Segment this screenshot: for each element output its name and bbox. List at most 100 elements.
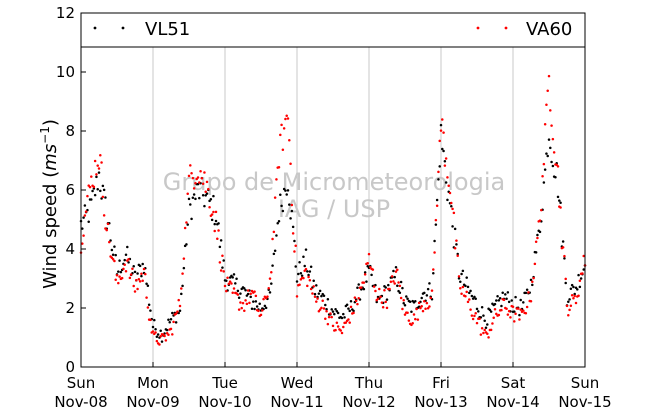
- data-point: [222, 259, 225, 262]
- data-point: [549, 109, 552, 112]
- data-point: [147, 303, 151, 306]
- data-point: [362, 281, 366, 284]
- data-point: [455, 239, 458, 242]
- legend-box: [80, 12, 586, 48]
- data-point: [547, 74, 551, 78]
- data-point: [451, 207, 454, 211]
- data-point: [165, 328, 169, 332]
- data-point: [408, 300, 412, 304]
- data-point: [509, 316, 512, 319]
- data-point: [402, 299, 405, 302]
- data-point: [118, 259, 121, 262]
- data-point: [426, 287, 430, 291]
- data-point: [275, 234, 278, 237]
- data-point: [210, 218, 214, 222]
- data-point: [331, 310, 335, 313]
- data-point: [363, 271, 367, 274]
- data-point: [565, 304, 569, 308]
- data-point: [349, 305, 353, 309]
- data-point: [564, 277, 567, 281]
- data-point: [502, 298, 506, 302]
- data-point: [378, 287, 381, 291]
- data-point: [186, 192, 189, 196]
- data-point: [105, 228, 108, 232]
- data-point: [325, 307, 328, 311]
- data-point: [561, 246, 565, 249]
- data-point: [478, 317, 481, 321]
- data-point: [349, 300, 353, 303]
- data-point: [163, 334, 166, 338]
- data-point: [204, 194, 207, 197]
- data-point: [429, 296, 432, 300]
- data-point: [545, 152, 548, 155]
- data-point: [213, 222, 216, 226]
- data-point: [524, 291, 528, 295]
- data-point: [516, 307, 520, 310]
- data-point: [252, 300, 255, 303]
- data-point: [90, 198, 93, 201]
- data-point: [428, 282, 431, 285]
- legend: VL51 VA60: [80, 12, 586, 48]
- data-point: [554, 176, 557, 179]
- data-point: [312, 285, 315, 288]
- data-point: [309, 287, 313, 291]
- x-tick-date: Nov-08: [54, 393, 107, 409]
- data-point: [315, 284, 318, 287]
- data-point: [194, 181, 197, 185]
- data-point: [425, 301, 429, 305]
- data-point: [500, 304, 503, 308]
- data-point: [567, 300, 570, 304]
- data-point: [471, 317, 475, 321]
- data-point: [446, 176, 449, 179]
- data-point: [200, 177, 204, 180]
- data-point: [437, 170, 440, 174]
- data-point: [569, 287, 573, 290]
- vertical-grid: [152, 13, 514, 367]
- data-point: [387, 283, 390, 287]
- data-point: [547, 138, 551, 141]
- data-point: [151, 325, 155, 329]
- data-point: [123, 258, 126, 262]
- data-point: [577, 294, 580, 297]
- data-point: [556, 165, 560, 168]
- data-point: [191, 196, 195, 199]
- data-point: [320, 306, 323, 310]
- data-point: [160, 340, 164, 343]
- data-point: [114, 253, 117, 257]
- data-point: [483, 328, 486, 332]
- data-point: [324, 317, 327, 321]
- data-point: [154, 331, 157, 334]
- data-point: [371, 268, 375, 271]
- data-point: [318, 289, 322, 293]
- data-point: [433, 239, 436, 243]
- data-point: [312, 279, 315, 282]
- data-point: [529, 300, 533, 303]
- data-point: [430, 289, 434, 292]
- data-point: [577, 273, 580, 277]
- data-point: [268, 291, 272, 294]
- data-point: [311, 292, 314, 295]
- data-point: [108, 240, 111, 244]
- data-point: [380, 301, 384, 304]
- legend-marker-vl51: [93, 26, 97, 30]
- data-point: [549, 146, 552, 150]
- data-point: [191, 176, 195, 180]
- data-point: [254, 300, 258, 303]
- data-point: [141, 262, 144, 266]
- data-point: [457, 277, 461, 280]
- data-point: [551, 137, 555, 141]
- y-tick-label: 2: [65, 299, 75, 317]
- data-point: [330, 315, 333, 319]
- data-point: [231, 291, 234, 294]
- data-point: [401, 307, 404, 311]
- data-point: [393, 282, 396, 285]
- data-point: [124, 253, 128, 257]
- x-tick-date: Nov-15: [558, 393, 611, 409]
- data-point: [443, 160, 447, 163]
- data-point: [441, 147, 444, 151]
- data-point: [493, 308, 497, 311]
- x-tick-day: Thu: [354, 374, 383, 392]
- data-point: [209, 198, 213, 201]
- data-point: [379, 295, 382, 299]
- data-point: [470, 314, 474, 317]
